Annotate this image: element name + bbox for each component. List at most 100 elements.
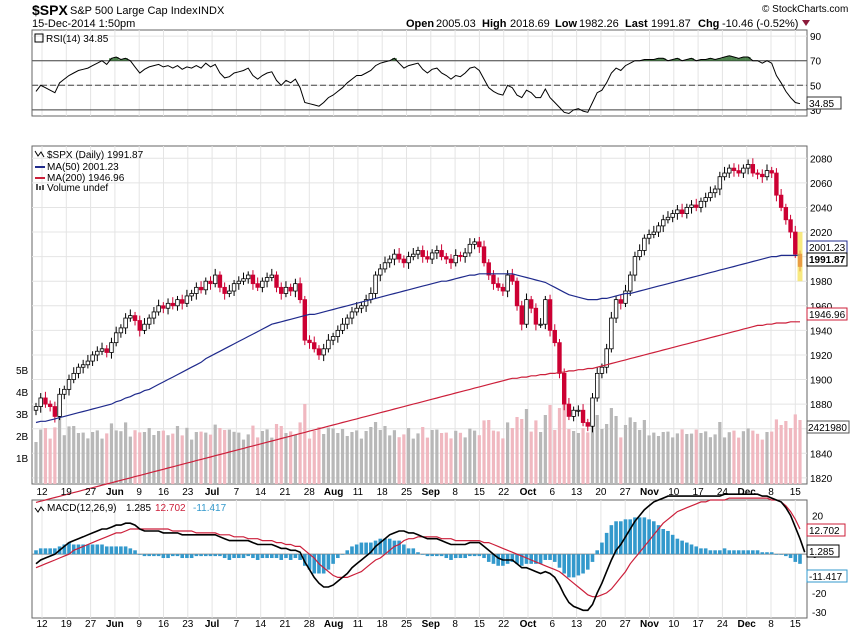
candle-body (571, 409, 576, 417)
candle-body (95, 350, 100, 356)
volume-bar (784, 421, 788, 484)
volume-bar (105, 433, 109, 484)
candle-body (213, 274, 218, 285)
candle-body (684, 207, 690, 214)
volume-bar (609, 408, 613, 484)
signal-tag: 12.702 (809, 526, 840, 537)
volume-bar (491, 430, 496, 484)
macd-histogram-bar (208, 554, 213, 557)
x-axis-label: Dec (738, 619, 757, 630)
volume-bar (284, 433, 288, 484)
macd-histogram-bar (336, 554, 340, 559)
candle-body (85, 360, 91, 366)
x-axis-label: 13 (571, 487, 583, 498)
candle-body (519, 305, 524, 325)
macd-histogram-bar (722, 548, 727, 555)
macd-histogram-bar (444, 554, 449, 559)
x-axis-label: 12 (36, 487, 48, 498)
candle-body (66, 379, 72, 390)
candle-body (453, 254, 458, 264)
rsi-overbought-fill (656, 58, 661, 61)
candle-body (194, 286, 199, 294)
x-axis-label: 25 (401, 487, 413, 498)
macd-histogram-bar (369, 542, 373, 555)
candle-body (698, 200, 704, 208)
macd-histogram-bar (727, 550, 732, 555)
macd-histogram-bar (350, 546, 354, 555)
macd-histogram-bar (175, 554, 180, 557)
x-axis-label: 27 (620, 487, 632, 498)
volume-bar (270, 437, 274, 484)
macd-histogram-bar (67, 542, 71, 555)
macd-legend-signal: 12.702 (155, 503, 186, 514)
candle-body (566, 403, 572, 417)
macd-histogram-bar (628, 519, 633, 555)
x-axis-label: 24 (717, 487, 729, 498)
macd-histogram-bar (642, 517, 647, 555)
candle-body (439, 250, 444, 258)
candle-body (208, 280, 213, 285)
volume-bar (293, 434, 297, 484)
volume-bar (128, 436, 132, 484)
x-axis-label: 8 (768, 487, 774, 498)
macd-histogram-bar (543, 554, 548, 560)
x-axis-label: 10 (668, 487, 680, 498)
candle-body (599, 366, 605, 374)
candle-body (189, 293, 194, 297)
x-axis-label: Dec (738, 487, 757, 498)
volume-bar (34, 442, 38, 484)
last-value: 1991.87 (651, 18, 691, 30)
candle-body (538, 323, 543, 326)
volume-tick-label: 3B (16, 410, 29, 421)
candle-body (580, 409, 586, 423)
macd-histogram-bar (784, 554, 788, 557)
x-axis-label: 16 (158, 619, 170, 630)
x-axis-label: 7 (234, 619, 240, 630)
candle-body (708, 192, 713, 199)
x-axis-label: 9 (136, 487, 142, 498)
volume-bar (199, 431, 203, 484)
candle-body (52, 406, 58, 417)
macd-histogram-bar (755, 550, 760, 555)
macd-histogram-bar (34, 550, 38, 555)
volume-bar (685, 434, 689, 484)
macd-histogram-bar (463, 554, 467, 559)
volume-bar (774, 419, 779, 484)
macd-histogram-bar (265, 554, 269, 559)
volume-bar (345, 436, 349, 484)
x-axis-label: 22 (498, 487, 510, 498)
macd-histogram-bar (331, 554, 335, 564)
rsi-overbought-fill (109, 58, 114, 61)
macd-histogram-bar (703, 548, 708, 555)
price-tick-label: 1840 (810, 449, 833, 460)
candle-body (500, 286, 506, 292)
candle-body (670, 213, 675, 218)
candle-body (651, 231, 657, 235)
macd-histogram-bar (439, 554, 444, 557)
candle-body (80, 364, 86, 368)
macd-histogram-bar (156, 554, 161, 557)
candle-body (179, 299, 185, 304)
candle-body (99, 348, 105, 352)
x-axis-label: 16 (158, 487, 170, 498)
candle-body (755, 172, 760, 175)
macd-histogram-bar (284, 554, 288, 559)
macd-line (35, 493, 806, 612)
x-axis-label: Aug (324, 487, 343, 498)
volume-bar (331, 428, 335, 484)
candle-body (514, 280, 520, 307)
macd-histogram-bar (411, 548, 416, 555)
candle-body (250, 274, 256, 285)
macd-histogram-bar (788, 554, 793, 559)
macd-histogram-bar (406, 548, 411, 555)
macd-histogram-bar (529, 554, 533, 564)
candle-body (561, 372, 567, 405)
candle-body (675, 209, 680, 214)
macd-histogram-bar (618, 521, 623, 555)
macd-histogram-bar (397, 540, 401, 555)
volume-bar (232, 431, 236, 484)
macd-signal-line (35, 497, 801, 598)
macd-histogram-bar (378, 538, 383, 555)
price-panel (31, 145, 808, 485)
candle-body (788, 219, 793, 233)
